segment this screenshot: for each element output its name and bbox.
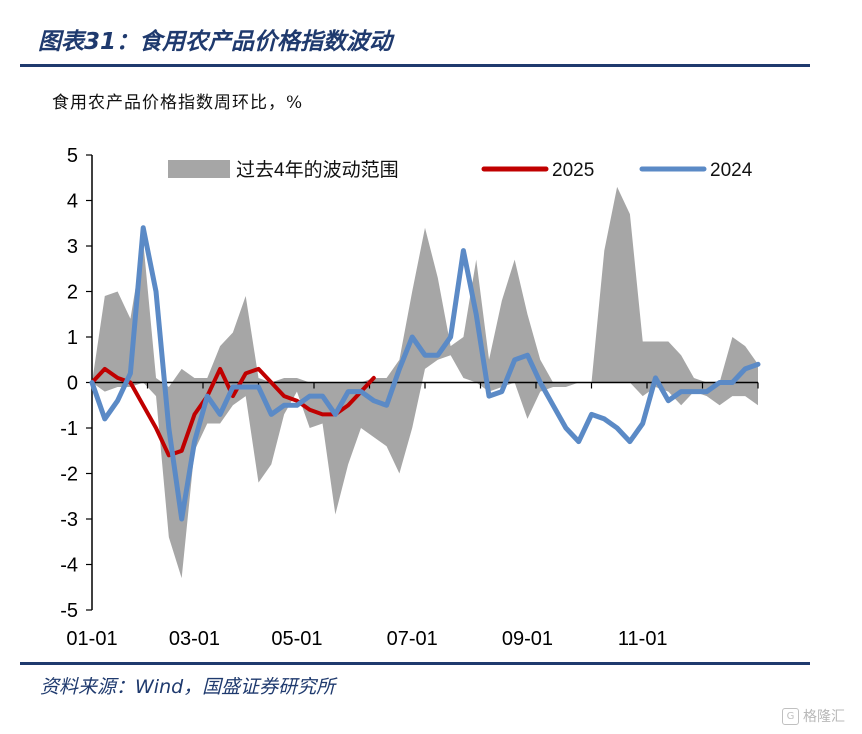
- legend: 过去4年的波动范围 2025 2024: [168, 159, 753, 181]
- x-tick-label: 11-01: [618, 628, 668, 650]
- legend-label-2025: 2025: [552, 160, 594, 181]
- legend-label-band: 过去4年的波动范围: [236, 159, 399, 181]
- y-tick-label: 4: [67, 191, 78, 213]
- axis-layer: 5 4 3 2 1 0 -1 -2 -3 -4 -5 01-01 03-01 05-01 07-01 09-0…: [60, 145, 759, 650]
- x-tick-label: 03-01: [169, 628, 220, 650]
- series-line-2025: [90, 366, 376, 458]
- watermark-logo-icon: G: [782, 707, 799, 725]
- y-tick-label: -2: [60, 464, 78, 486]
- figure-title: 图表31：食用农产品价格指数波动: [38, 29, 393, 55]
- y-tick-label: 2: [67, 282, 78, 304]
- y-tick-label: -3: [60, 509, 78, 531]
- y-tick-label: -5: [60, 600, 78, 622]
- watermark-text: 格隆汇: [803, 709, 845, 725]
- band-area: [92, 186, 758, 579]
- legend-label-2024: 2024: [710, 160, 753, 181]
- legend-swatch-band: [168, 160, 230, 178]
- x-tick-label: 07-01: [387, 628, 438, 650]
- x-tick-label: 05-01: [271, 628, 322, 650]
- y-tick-label: 3: [67, 236, 78, 258]
- y-tick-label: -1: [60, 418, 78, 440]
- band-layer: [92, 186, 758, 579]
- y-tick-label: -4: [60, 555, 78, 577]
- series-line-2024: [89, 225, 761, 522]
- x-tick-label: 01-01: [66, 628, 117, 650]
- unit-label: 食用农产品价格指数周环比，%: [52, 93, 304, 113]
- y-tick-label: 5: [67, 145, 78, 167]
- x-tick-label: 09-01: [502, 628, 553, 650]
- source-rule: [20, 662, 810, 665]
- y-tick-label: 1: [67, 327, 78, 349]
- series-layer: [89, 225, 761, 522]
- title-rule: [20, 64, 810, 67]
- watermark: G 格隆汇: [782, 706, 845, 726]
- source-note: 资料来源：Wind，国盛证券研究所: [40, 676, 336, 698]
- y-tick-label: 0: [67, 373, 78, 395]
